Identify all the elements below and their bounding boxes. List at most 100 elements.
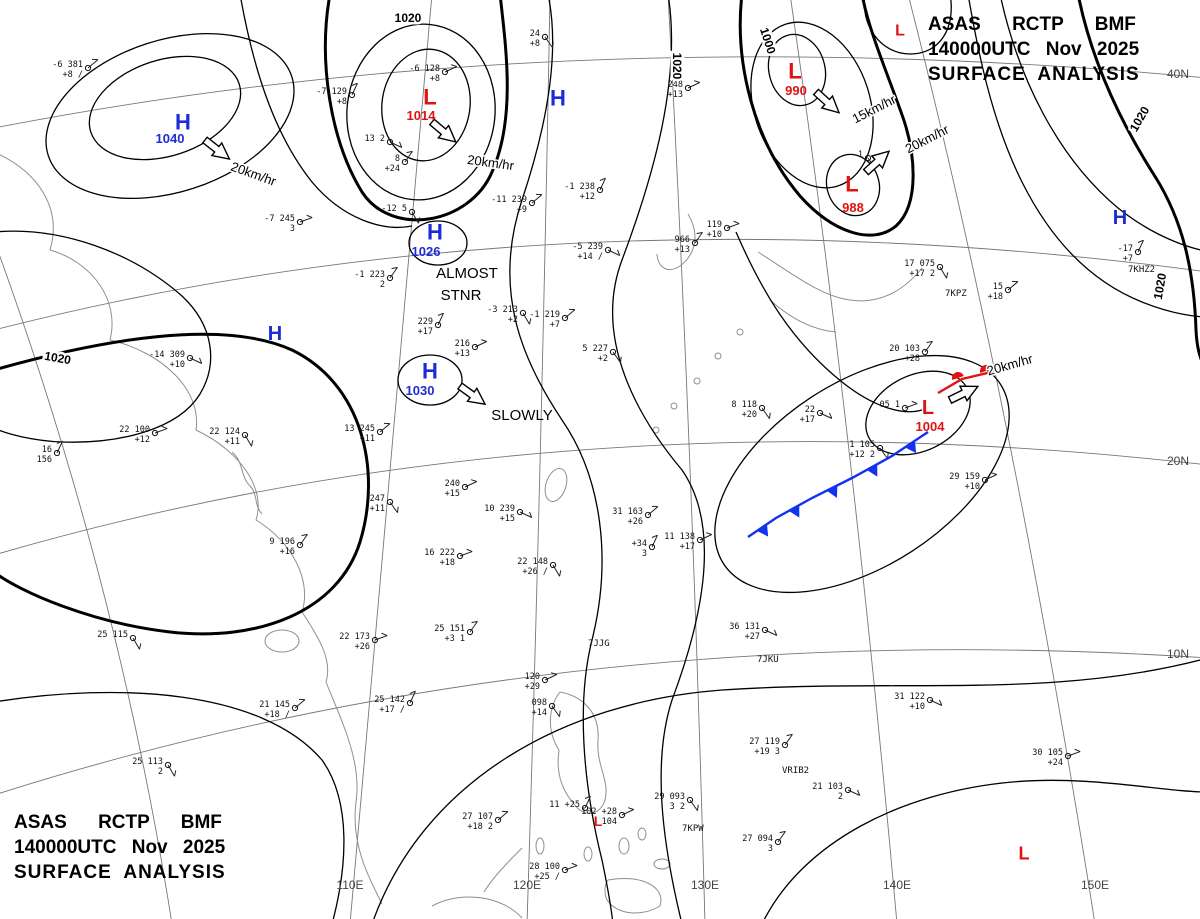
station-value: -14 309	[149, 350, 185, 360]
station-value: +34	[632, 539, 647, 549]
station-circle-icon	[376, 428, 384, 436]
island	[736, 328, 744, 336]
station-circle-icon	[561, 314, 569, 322]
station-value: +2	[508, 315, 518, 325]
station-value: 229	[418, 317, 433, 327]
movement-speed-label: 20km/hr	[985, 351, 1035, 379]
station-value: -1 219	[529, 310, 560, 320]
isobar-line	[397, 354, 463, 406]
movement-annotation: ALMOST	[436, 265, 498, 282]
station-value: 3	[768, 844, 773, 854]
station-circle-icon	[516, 508, 524, 516]
station-value: 156	[37, 455, 52, 465]
station-value: +26	[628, 517, 643, 527]
station-value: 30 105	[1032, 748, 1063, 758]
station-value: 2	[158, 767, 163, 777]
wind-barb-icon	[924, 340, 933, 353]
station-value: 27 119	[749, 737, 780, 747]
station-value: 8 118	[731, 400, 757, 410]
callsign-label: 7KPW	[682, 824, 704, 834]
station-value: +17	[418, 327, 433, 337]
wind-barb-icon	[497, 810, 509, 821]
wind-barb-icon	[389, 141, 403, 148]
pressure-center: H	[550, 86, 566, 111]
longitude-label: 130E	[691, 878, 719, 892]
station-value: +11	[225, 437, 240, 447]
title-block-top: ASAS RCTP BMF 140000UTC Nov 2025 SURFACE…	[928, 12, 1190, 87]
isobar-line	[88, 55, 242, 161]
station-value: +17 /	[379, 705, 405, 715]
movement-arrow-icon	[428, 118, 457, 143]
station-value: +10	[707, 230, 722, 240]
station-circle-icon	[561, 866, 569, 874]
wind-barb-icon	[689, 799, 699, 811]
station-circle-icon	[691, 239, 699, 247]
callsign-label: 7JKU	[757, 655, 779, 665]
datetime-line: 140000UTC Nov 2025	[928, 39, 1140, 60]
wind-barb-icon	[699, 532, 712, 541]
station-plot: 36 131+27	[729, 622, 778, 642]
callsign-label: 7KPZ	[945, 289, 967, 299]
isobar-line	[735, 231, 923, 413]
station-value: 22 124	[209, 427, 240, 437]
station-circle-icon	[981, 476, 989, 484]
station-plot: -17+7	[1118, 239, 1144, 264]
station-circle-icon	[604, 246, 612, 254]
wind-barb-icon	[607, 249, 621, 256]
coastline	[549, 691, 607, 814]
station-circle-icon	[53, 449, 61, 457]
movement-arrow-icon	[947, 385, 980, 405]
station-circle-icon	[461, 483, 469, 491]
wind-barb-icon	[784, 733, 793, 746]
station-value: 3 2	[670, 802, 685, 812]
wind-barb-icon	[409, 690, 416, 704]
isobar-line	[381, 48, 471, 162]
station-value: 120	[525, 672, 540, 682]
callsign-label: VRIB2	[782, 766, 809, 776]
station-value: +17	[800, 415, 815, 425]
wind-barb-icon	[819, 412, 833, 419]
coastline-layer	[0, 154, 923, 919]
station-circle-icon	[291, 704, 299, 712]
station-plot: -11 239+9	[491, 193, 543, 215]
isobar-line	[323, 0, 509, 222]
movement-annotation: STNR	[441, 287, 482, 304]
station-plot: 11 138+17	[664, 532, 712, 552]
isobar-line	[612, 0, 705, 919]
high-center-letter: H	[175, 110, 191, 135]
station-plot: 31 163+26	[612, 505, 659, 527]
wind-barb-icon	[374, 632, 388, 641]
wind-barb-icon	[621, 807, 634, 816]
longitude-label: 110E	[336, 878, 363, 892]
station-value: 13 245	[344, 424, 375, 434]
coastline	[656, 213, 696, 270]
station-circle-icon	[644, 511, 652, 519]
station-plot: 29 159+10	[949, 472, 997, 492]
station-value: 104	[602, 817, 617, 827]
station-plot: 22 100+12	[119, 425, 168, 445]
station-plot: 17 075+17 2	[904, 259, 949, 279]
station-circle-icon	[408, 208, 416, 216]
latitude-label: 40N	[1167, 67, 1189, 81]
wind-barb-icon	[1007, 280, 1019, 291]
isobar-value-label: 1020	[1151, 272, 1169, 301]
station-circle-icon	[648, 543, 656, 551]
longitude-label: 120E	[513, 878, 541, 892]
station-circle-icon	[541, 676, 549, 684]
isobar-value-label: 1020	[670, 53, 684, 80]
cold-front-line	[747, 431, 929, 538]
center-pressure-value: 988	[842, 200, 864, 215]
station-value: +26 /	[522, 567, 548, 577]
station-value: +17 2	[909, 269, 935, 279]
station-value: 16	[42, 445, 52, 455]
island	[693, 377, 701, 385]
station-plot: -7 129+8	[316, 82, 358, 107]
grid-line	[0, 441, 1200, 554]
